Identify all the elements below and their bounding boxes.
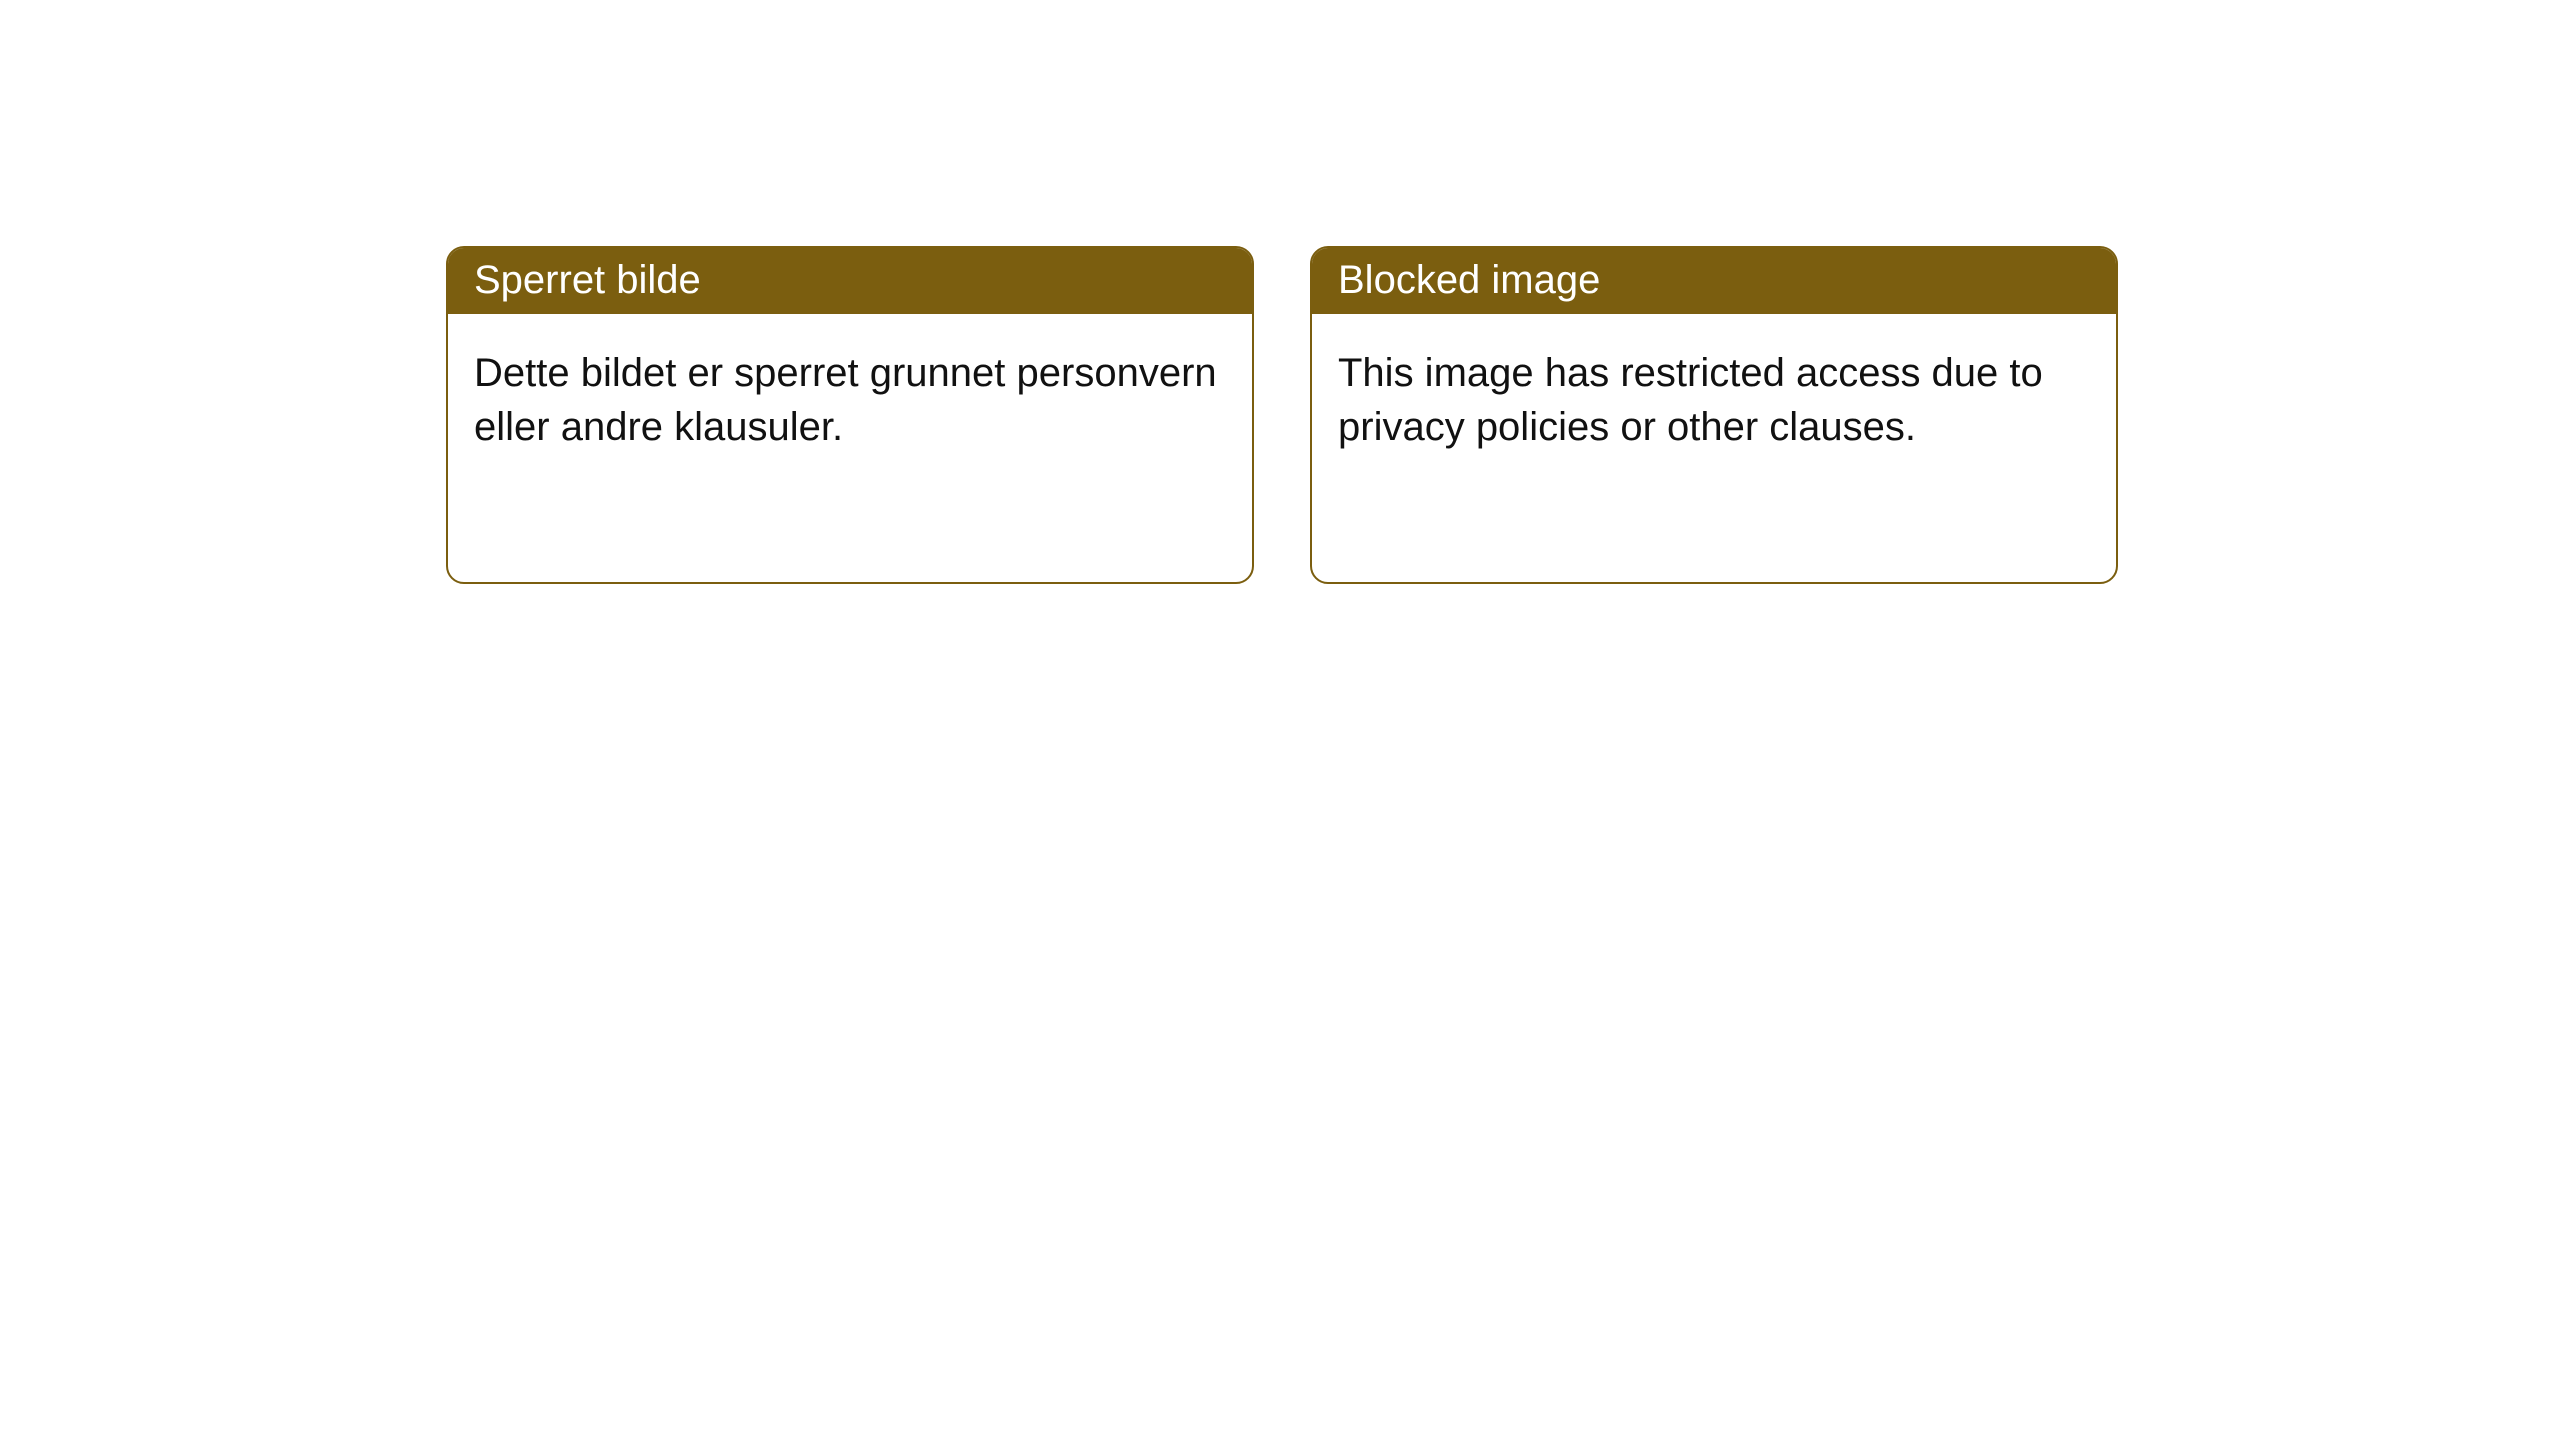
notice-container: Sperret bilde Dette bildet er sperret gr… — [446, 246, 2118, 584]
panel-body: Dette bildet er sperret grunnet personve… — [448, 314, 1252, 486]
notice-panel-english: Blocked image This image has restricted … — [1310, 246, 2118, 584]
panel-body: This image has restricted access due to … — [1312, 314, 2116, 486]
notice-panel-norwegian: Sperret bilde Dette bildet er sperret gr… — [446, 246, 1254, 584]
panel-header: Blocked image — [1312, 248, 2116, 314]
panel-header: Sperret bilde — [448, 248, 1252, 314]
